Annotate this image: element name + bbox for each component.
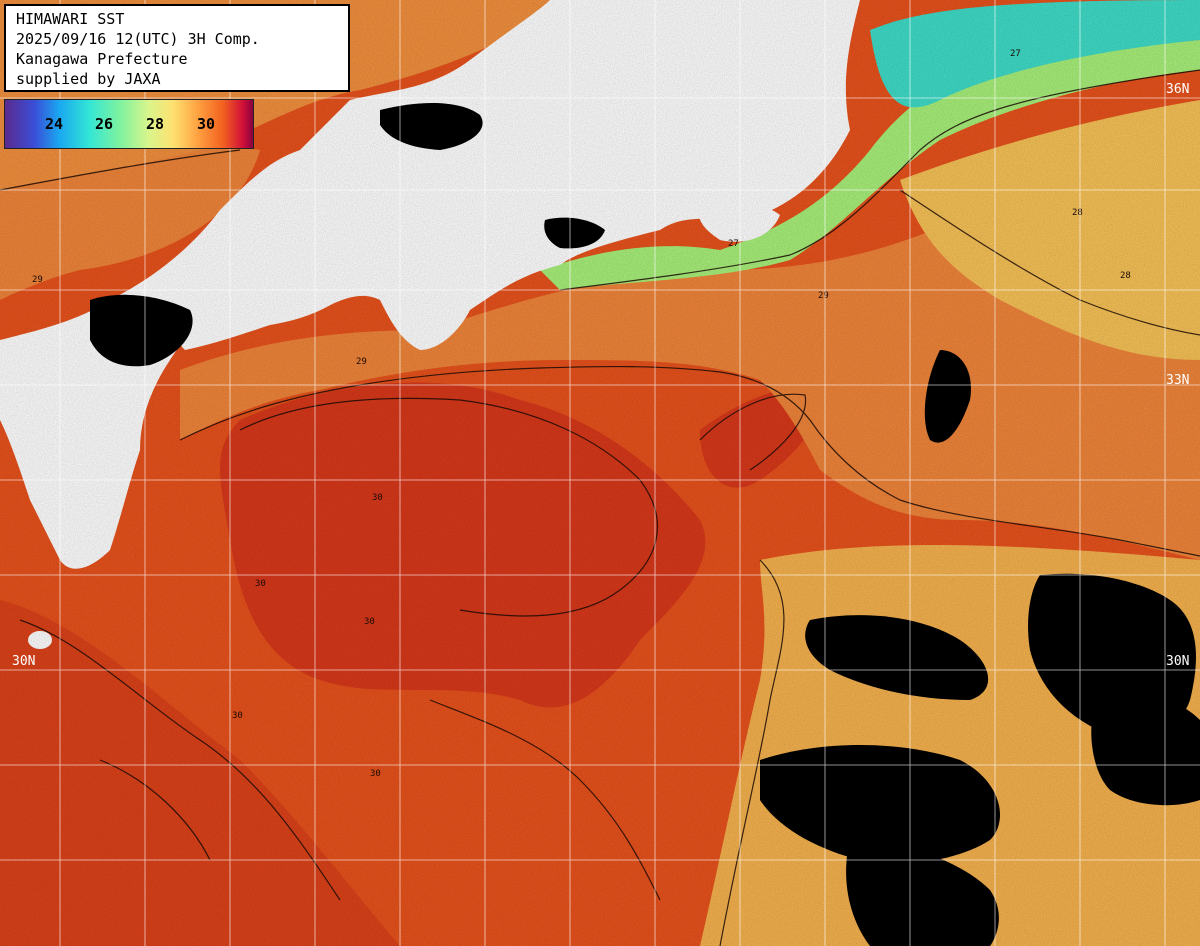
contour-30-b	[699, 393, 807, 471]
lat-label-36n: 36N	[1166, 82, 1190, 97]
contour-29-north	[0, 149, 241, 191]
legend-label-28: 28	[146, 115, 165, 133]
contour-label: 29	[818, 291, 829, 301]
contour-label: 30	[372, 493, 383, 503]
contour-label: 30	[232, 711, 243, 721]
contour-label: 30	[364, 617, 375, 627]
contour-label: 28	[1120, 271, 1131, 281]
contour-30-south	[19, 619, 341, 901]
timestamp: 2025/09/16 12(UTC) 3H Comp.	[16, 30, 260, 48]
prefecture: Kanagawa Prefecture	[16, 50, 188, 68]
legend-label-24: 24	[45, 115, 64, 133]
lat-label-33n: 33N	[1166, 373, 1190, 388]
header-info-box: HIMAWARI SST 2025/09/16 12(UTC) 3H Comp.…	[4, 4, 350, 92]
color-legend: 24 26 28 30	[4, 99, 254, 149]
contour-label: 29	[32, 275, 43, 285]
contour-30-d	[99, 759, 211, 861]
lat-label-30n-east: 30N	[1166, 654, 1190, 669]
contour-30-c	[429, 699, 661, 901]
contour-label: 30	[255, 579, 266, 589]
contour-labels: 27 27 28 28 29 29 29 30 30 30 30 30	[32, 49, 1131, 779]
credit: supplied by JAXA	[16, 70, 161, 88]
legend-label-30: 30	[197, 115, 216, 133]
contour-28-southeast	[719, 559, 785, 946]
contour-label: 29	[356, 357, 367, 367]
contour-lines	[0, 69, 1200, 946]
contour-label: 28	[1072, 208, 1083, 218]
legend-label-26: 26	[95, 115, 114, 133]
lat-label-30n-west: 30N	[12, 654, 36, 669]
contour-30-a	[239, 397, 658, 617]
product-title: HIMAWARI SST	[16, 10, 125, 28]
contour-label: 27	[728, 239, 739, 249]
contour-27-coast	[559, 69, 1200, 291]
contour-label: 30	[370, 769, 381, 779]
contour-29-coast	[179, 365, 1200, 557]
contour-label: 27	[1010, 49, 1021, 59]
